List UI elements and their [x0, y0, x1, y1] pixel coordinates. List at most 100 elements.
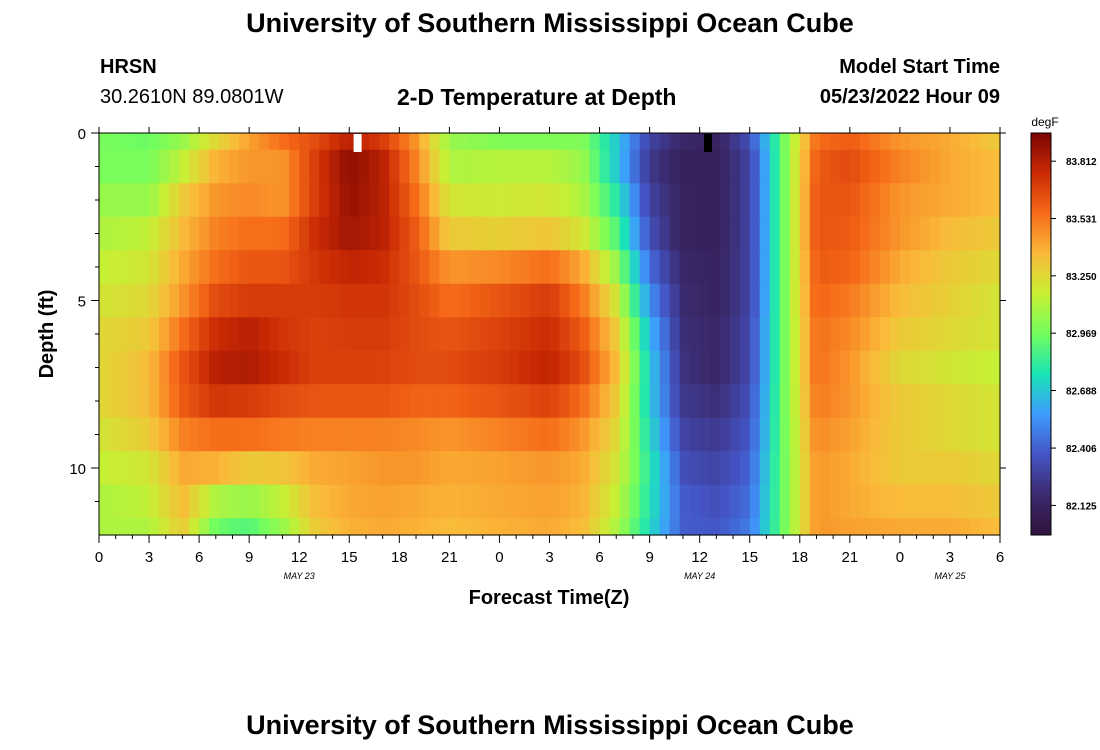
heatmap-cell — [119, 518, 130, 536]
heatmap-cell — [149, 384, 160, 419]
heatmap-cell — [639, 216, 651, 251]
heatmap-cell — [669, 518, 681, 536]
heatmap-cell — [189, 183, 200, 218]
heatmap-cell — [769, 518, 781, 536]
model-start-value: 05/23/2022 Hour 09 — [819, 86, 1000, 108]
heatmap-cell — [949, 149, 961, 184]
heatmap-cell — [99, 451, 110, 486]
heatmap-cell — [299, 317, 310, 352]
heatmap-cell — [869, 283, 881, 318]
model-start-label: Model Start Time — [839, 56, 1000, 78]
heatmap-cell — [199, 451, 210, 486]
heatmap-cell — [169, 133, 180, 151]
heatmap-cell — [629, 518, 641, 536]
heatmap-cell — [349, 250, 360, 285]
heatmap-cell — [359, 417, 370, 452]
heatmap-cell — [849, 451, 861, 486]
heatmap-cell — [109, 216, 120, 251]
heatmap-cell — [529, 216, 541, 251]
heatmap-cell — [779, 133, 791, 151]
heatmap-cell — [789, 133, 801, 151]
heatmap-cell — [939, 484, 951, 519]
heatmap-cell — [599, 283, 611, 318]
heatmap-cell — [419, 283, 430, 318]
heatmap-cell — [519, 518, 531, 536]
heatmap-cell — [859, 350, 871, 385]
heatmap-cell — [769, 216, 781, 251]
heatmap-cell — [289, 484, 300, 519]
heatmap-cell — [739, 417, 751, 452]
heatmap-cell — [279, 384, 290, 419]
heatmap-cell — [219, 149, 230, 184]
heatmap-cell — [809, 451, 821, 486]
heatmap-cell — [599, 250, 611, 285]
heatmap-cell — [699, 417, 711, 452]
heatmap-cell — [739, 350, 751, 385]
heatmap-cell — [599, 317, 611, 352]
heatmap-cell — [849, 350, 861, 385]
heatmap-cell — [469, 149, 481, 184]
heatmap-cell — [839, 451, 851, 486]
heatmap-cell — [659, 216, 671, 251]
heatmap-cell — [349, 350, 360, 385]
heatmap-cell — [259, 350, 270, 385]
heatmap-cell — [479, 451, 491, 486]
heatmap-cell — [169, 149, 180, 184]
heatmap-cell — [329, 484, 340, 519]
heatmap-cell — [349, 451, 360, 486]
heatmap-cell — [509, 350, 521, 385]
heatmap-cell — [359, 484, 370, 519]
heatmap-cell — [639, 149, 651, 184]
heatmap-cell — [429, 216, 440, 251]
heatmap-cell — [399, 283, 410, 318]
heatmap-cell — [549, 283, 561, 318]
heatmap-cell — [639, 384, 651, 419]
heatmap-cell — [619, 133, 631, 151]
heatmap-cell — [119, 216, 130, 251]
heatmap-cell — [559, 250, 571, 285]
heatmap-cell — [449, 384, 460, 419]
heatmap-cell — [449, 216, 460, 251]
heatmap-cell — [569, 149, 581, 184]
heatmap-cell — [229, 451, 240, 486]
heatmap-cell — [889, 417, 901, 452]
heatmap-cell — [769, 183, 781, 218]
heatmap-cell — [869, 518, 881, 536]
heatmap-cell — [529, 484, 541, 519]
heatmap-cell — [849, 484, 861, 519]
heatmap-cell — [609, 518, 621, 536]
heatmap-cell — [569, 484, 581, 519]
heatmap-cell — [389, 417, 400, 452]
heatmap-cell — [929, 250, 941, 285]
heatmap-cell — [559, 317, 571, 352]
heatmap-cell — [909, 317, 921, 352]
heatmap-cell — [569, 350, 581, 385]
heatmap-cell — [829, 384, 841, 419]
heatmap-cell — [989, 417, 1001, 452]
heatmap-cell — [209, 317, 220, 352]
heatmap-cell — [559, 417, 571, 452]
heatmap-cell — [869, 149, 881, 184]
heatmap-cell — [519, 317, 531, 352]
heatmap-cell — [899, 216, 911, 251]
heatmap-cell — [929, 133, 941, 151]
heatmap-cell — [249, 384, 260, 419]
heatmap-cell — [429, 250, 440, 285]
heatmap-cell — [779, 283, 791, 318]
heatmap-cell — [159, 417, 170, 452]
heatmap-cell — [249, 518, 260, 536]
x-tick-label: 0 — [95, 549, 103, 566]
heatmap-cell — [349, 317, 360, 352]
heatmap-cell — [359, 183, 370, 218]
heatmap-cell — [249, 250, 260, 285]
heatmap-cell — [519, 417, 531, 452]
heatmap-cell — [289, 317, 300, 352]
heatmap-cell — [619, 250, 631, 285]
heatmap-cell — [419, 484, 430, 519]
heatmap-cell — [169, 417, 180, 452]
heatmap-cell — [889, 133, 901, 151]
heatmap-cell — [719, 216, 731, 251]
heatmap-cell — [809, 250, 821, 285]
heatmap-cell — [779, 350, 791, 385]
heatmap-cell — [349, 484, 360, 519]
